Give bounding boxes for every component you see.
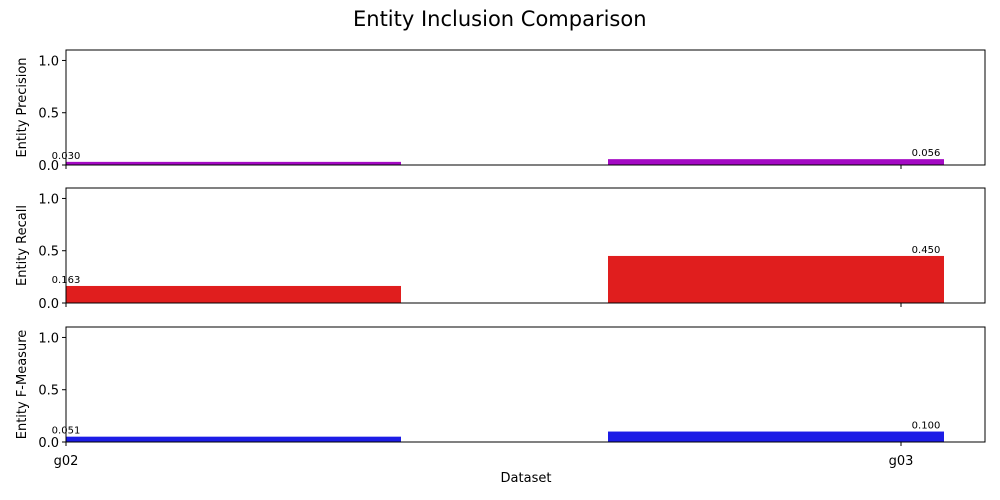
bar-g03 bbox=[608, 431, 944, 442]
bar-group bbox=[66, 159, 944, 165]
bar-group bbox=[66, 255, 944, 303]
bar-g02 bbox=[66, 436, 401, 442]
y-tick-label: 0.5 bbox=[38, 245, 59, 260]
data-label-g03: 0.100 bbox=[912, 421, 941, 432]
axes-frame bbox=[65, 187, 986, 304]
bar-g03 bbox=[608, 255, 944, 303]
bar-g02 bbox=[66, 161, 401, 165]
y-tick-label: 1.0 bbox=[38, 331, 59, 346]
axes-frame bbox=[65, 326, 986, 443]
y-tick-label: 0.5 bbox=[38, 107, 59, 122]
y-axis-label: Entity Recall bbox=[15, 205, 30, 286]
y-tick-label: 1.0 bbox=[38, 192, 59, 207]
y-tick-label: 0.5 bbox=[38, 384, 59, 399]
bar-group bbox=[66, 431, 944, 442]
y-axis-label: Entity Precision bbox=[15, 57, 30, 157]
y-tick-label: 1.0 bbox=[38, 54, 59, 69]
y-tick-label: 0.0 bbox=[38, 297, 59, 312]
y-axis-label: Entity F-Measure bbox=[15, 330, 30, 440]
bar-g03 bbox=[608, 159, 944, 165]
chart-title: Entity Inclusion Comparison bbox=[353, 7, 647, 31]
y-tick-label: 0.0 bbox=[38, 436, 59, 451]
data-label-g03: 0.450 bbox=[912, 245, 941, 256]
data-label-g03: 0.056 bbox=[912, 148, 941, 159]
axes-frame bbox=[65, 49, 986, 166]
x-tick-label-g02: g02 bbox=[54, 454, 79, 469]
x-axis-label: Dataset bbox=[501, 471, 552, 486]
x-tick-label-g03: g03 bbox=[889, 454, 914, 469]
y-tick-label: 0.0 bbox=[38, 159, 59, 174]
bar-g02 bbox=[66, 285, 401, 303]
